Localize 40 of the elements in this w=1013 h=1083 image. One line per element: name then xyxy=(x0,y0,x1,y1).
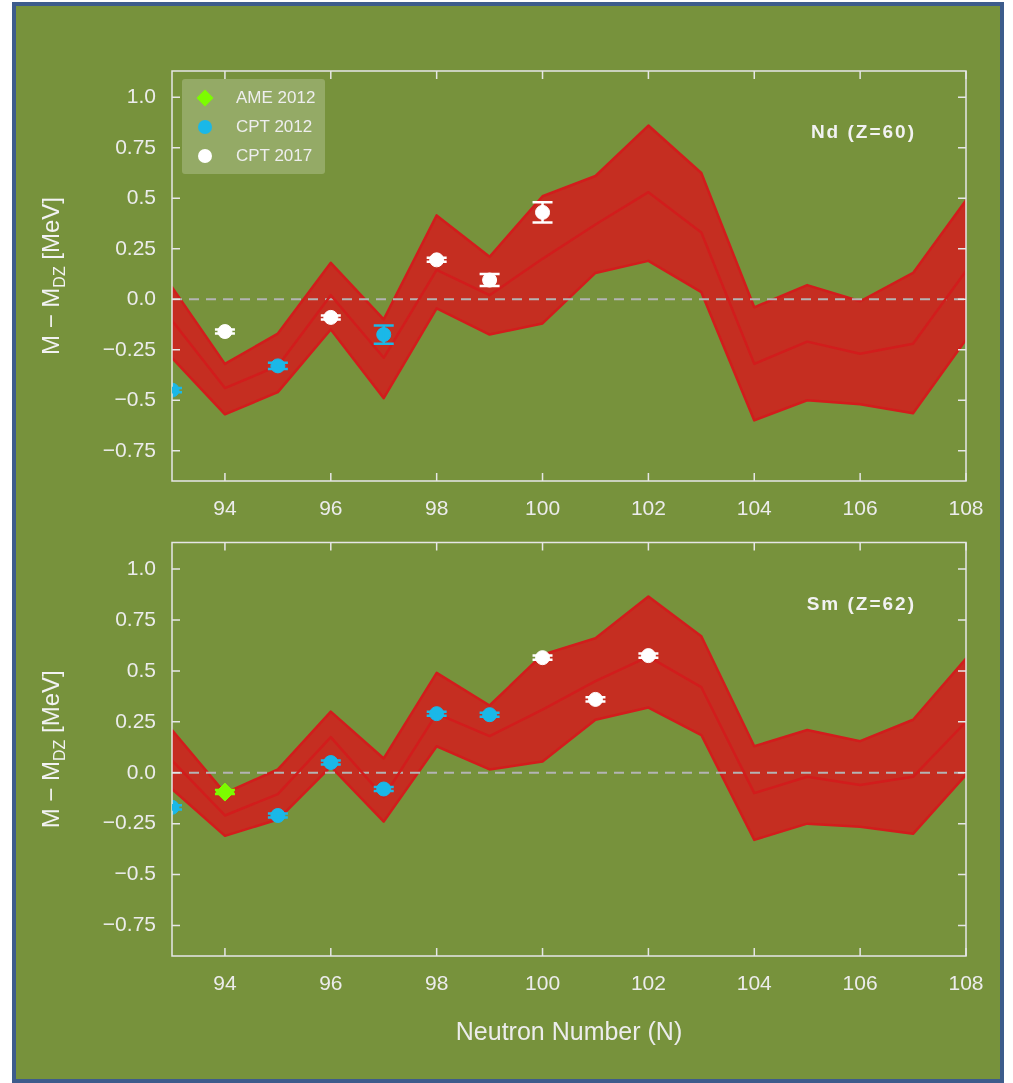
y-tick-label: 0.5 xyxy=(126,657,156,681)
y-tick-label: 0.75 xyxy=(115,606,156,630)
x-tick-label: 108 xyxy=(948,971,984,995)
y-axis-title: M − MDZ [MeV] xyxy=(37,196,68,356)
y-tick-label: −0.25 xyxy=(102,336,156,360)
x-tick-label: 104 xyxy=(736,971,773,995)
x-tick-label: 106 xyxy=(842,971,878,995)
x-tick-label: 94 xyxy=(213,496,237,520)
y-tick-label: −0.25 xyxy=(102,810,156,834)
x-tick-label: 104 xyxy=(736,496,773,520)
y-tick-label: 0.0 xyxy=(126,759,156,783)
legend-label: AME 2012 xyxy=(236,87,316,108)
x-tick-label: 108 xyxy=(948,496,984,520)
x-tick-label: 106 xyxy=(842,496,878,520)
x-tick-label: 96 xyxy=(319,971,343,995)
x-tick-label: 94 xyxy=(213,971,237,995)
y-tick-label: 1.0 xyxy=(126,84,156,108)
y-tick-label: 1.0 xyxy=(126,555,156,579)
annotation: Nd (Z=60) xyxy=(810,121,916,143)
y-tick-label: 0.75 xyxy=(115,134,156,158)
x-tick-label: 102 xyxy=(630,496,666,520)
x-tick-label: 100 xyxy=(525,971,561,995)
x-tick-label: 98 xyxy=(424,496,449,520)
y-tick-label: −0.5 xyxy=(114,387,156,411)
x-tick-label: 100 xyxy=(525,496,561,520)
y-tick-label: 0.0 xyxy=(126,286,156,310)
legend-label: CPT 2012 xyxy=(236,116,313,137)
y-tick-label: 0.5 xyxy=(126,185,156,209)
y-tick-label: −0.75 xyxy=(102,912,156,936)
x-axis-title: Neutron Number (N) xyxy=(455,1016,683,1045)
y-axis-title: M − MDZ [MeV] xyxy=(37,670,68,829)
annotation: Sm (Z=62) xyxy=(806,592,916,614)
y-tick-label: −0.75 xyxy=(102,437,156,461)
y-tick-label: 0.25 xyxy=(115,708,156,732)
y-tick-label: 0.25 xyxy=(115,235,156,259)
x-tick-label: 102 xyxy=(630,971,666,995)
x-tick-label: 96 xyxy=(319,496,343,520)
x-tick-label: 98 xyxy=(424,971,449,995)
y-tick-label: −0.5 xyxy=(114,861,156,885)
legend-label: CPT 2017 xyxy=(236,145,313,166)
